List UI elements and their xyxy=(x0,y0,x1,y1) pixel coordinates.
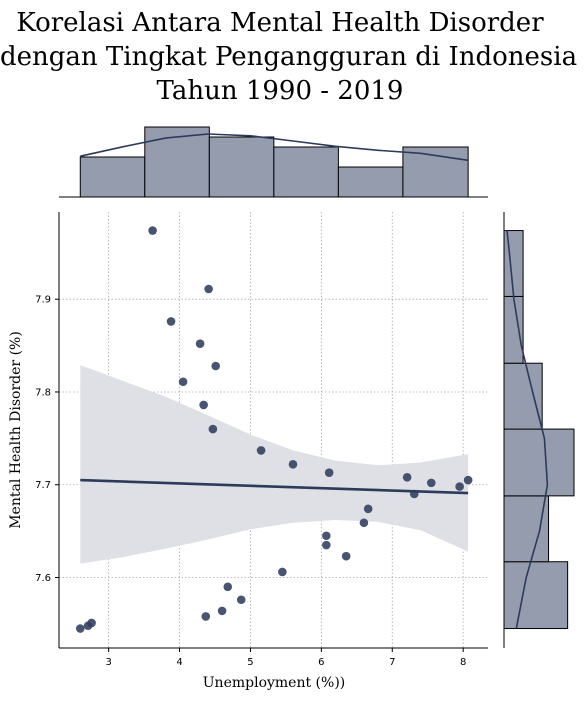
data-point xyxy=(223,582,233,592)
chart-title: Korelasi Antara Mental Health Disorder d… xyxy=(0,6,578,108)
x-hist-bar xyxy=(208,136,275,198)
y-tick-label: 7.6 xyxy=(35,573,51,584)
x-tick-label: 4 xyxy=(176,657,182,668)
x-tick-label: 6 xyxy=(318,657,324,668)
data-point xyxy=(201,612,211,621)
y-hist-bar xyxy=(503,295,524,364)
x-kde-curve xyxy=(80,133,469,162)
data-point xyxy=(211,361,221,371)
x-hist-bar xyxy=(273,146,339,198)
regression-line-path xyxy=(80,478,469,495)
data-point xyxy=(455,482,464,491)
marginal-y-histogram xyxy=(503,212,575,648)
x-tick-label: 7 xyxy=(389,657,395,668)
y-tick-label: 7.8 xyxy=(35,387,51,398)
y-hist-bar xyxy=(503,428,575,497)
data-point xyxy=(87,618,96,628)
data-point xyxy=(322,531,331,541)
data-point xyxy=(195,339,205,349)
regression-line xyxy=(80,478,469,495)
data-point xyxy=(256,446,266,455)
y-axis-label: Mental Health Disorder (%) xyxy=(8,331,24,529)
axes: 3 4 5 6 7 8 7.6 7.7 7.8 7.9 xyxy=(35,212,488,668)
title-line-3: Tahun 1990 - 2019 xyxy=(156,76,404,106)
x-tick-label: 5 xyxy=(247,657,253,668)
data-point xyxy=(208,424,218,434)
data-point xyxy=(236,595,246,605)
confidence-band-area xyxy=(80,365,469,564)
data-point xyxy=(199,400,208,410)
data-point xyxy=(359,518,369,528)
data-point xyxy=(75,624,85,633)
x-hist-bar xyxy=(402,146,469,198)
data-point xyxy=(288,460,298,469)
scatter-points xyxy=(75,226,473,633)
y-hist-bar xyxy=(503,230,524,297)
data-point xyxy=(204,284,213,294)
confidence-band xyxy=(80,365,469,564)
y-hist-bar xyxy=(503,362,543,430)
data-point xyxy=(402,473,412,482)
y-tick-label: 7.7 xyxy=(35,480,51,491)
data-point xyxy=(278,567,287,577)
title-line-2: dengan Tingkat Pengangguran di Indonesia xyxy=(0,42,578,72)
x-hist-bar xyxy=(79,156,146,198)
x-hist-bar xyxy=(337,166,404,198)
x-tick-label: 3 xyxy=(105,657,111,668)
data-point xyxy=(322,540,331,550)
data-point xyxy=(217,606,227,616)
data-point xyxy=(324,468,334,477)
title-line-1: Korelasi Antara Mental Health Disorder xyxy=(16,8,544,38)
marginal-x-histogram xyxy=(59,126,488,198)
data-point xyxy=(463,475,473,485)
x-tick-label: 8 xyxy=(460,657,466,668)
y-hist-bar xyxy=(503,561,569,630)
data-point xyxy=(148,226,157,235)
data-point xyxy=(178,377,188,387)
data-point xyxy=(363,504,373,514)
x-axis-label: Unemployment (%)) xyxy=(203,675,346,691)
data-point xyxy=(426,478,436,488)
y-kde-curve xyxy=(506,230,549,629)
y-hist-bar xyxy=(503,495,550,563)
data-point xyxy=(166,317,176,326)
data-point xyxy=(341,551,351,561)
y-tick-label: 7.9 xyxy=(35,295,51,306)
